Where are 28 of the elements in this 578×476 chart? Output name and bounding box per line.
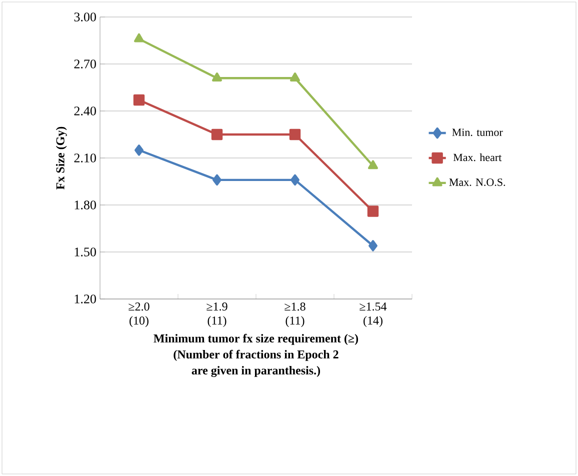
legend-label: Max. N.O.S.	[449, 178, 506, 186]
x-tick-label: ≥2.0 (10)	[128, 302, 150, 328]
x-axis-title: Minimum tumor fx size requirement (≥) (Number of fractions in Epoch 2 are given in paranthesis.)	[154, 334, 358, 378]
y-tick-label: 1.20	[74, 294, 96, 304]
point	[212, 72, 222, 82]
y-tick-label: 2.10	[74, 154, 96, 162]
y-tick-label: 2.40	[74, 106, 96, 116]
x-tick-label: ≥1.9 (11)	[206, 302, 228, 328]
point	[211, 128, 223, 140]
point	[289, 128, 301, 140]
y-axis-title: Fx Size (Gy)	[56, 126, 67, 190]
point	[134, 33, 144, 42]
point	[367, 206, 379, 217]
point	[290, 72, 300, 82]
x-tick-label: ≥1.54 (14)	[360, 302, 387, 327]
y-tick-label: 3.00	[74, 12, 96, 22]
point	[368, 160, 378, 170]
y-tick-label: 2.70	[74, 60, 96, 68]
point	[290, 174, 300, 186]
point	[212, 174, 222, 186]
point	[134, 144, 144, 156]
point	[133, 94, 145, 106]
legend-label: Max. heart	[453, 153, 502, 162]
point	[368, 240, 378, 252]
y-tick-label: 1.80	[74, 200, 96, 210]
x-tick-label: ≥1.8 (11)	[284, 302, 306, 328]
legend-label: Min. tumor	[452, 128, 503, 136]
y-tick-label: 1.50	[74, 248, 96, 256]
